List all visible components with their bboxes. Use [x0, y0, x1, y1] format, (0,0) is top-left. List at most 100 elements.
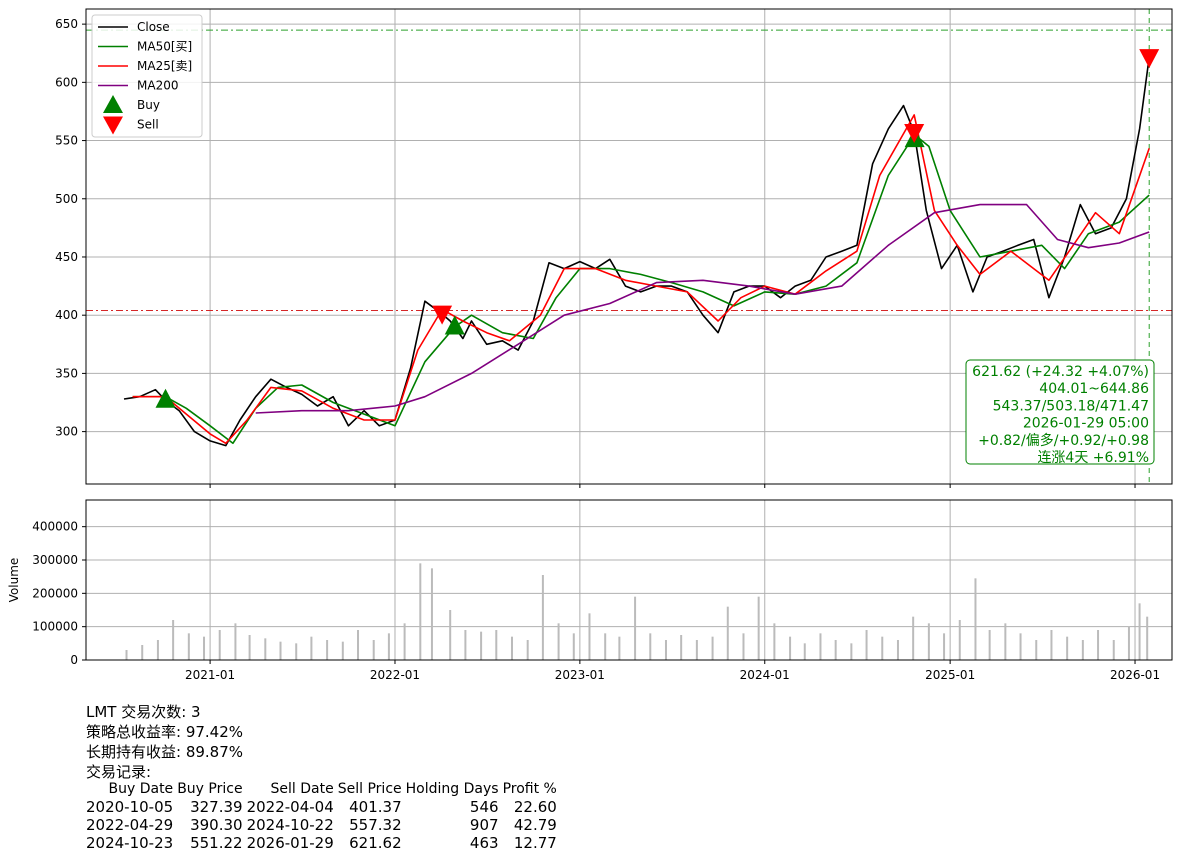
legend-label: MA25[卖] — [137, 59, 192, 73]
buy-marker — [155, 388, 176, 408]
x-tick-label: 2021-01 — [185, 668, 235, 682]
volume-bar — [742, 633, 745, 660]
volume-bar — [1138, 603, 1141, 660]
y-tick-label: 600 — [55, 75, 78, 89]
plot-frame — [85, 499, 1173, 661]
volume-bar — [1004, 623, 1007, 660]
table-header-cell: Sell Date — [270, 781, 334, 797]
table-row: 2022-04-29 390.30 2024-10-22 557.32 907 42.79 — [86, 816, 561, 834]
y-axis-label: Volume — [7, 558, 21, 603]
volume-bar — [1050, 630, 1053, 660]
info-line: +0.82/偏多/+0.92/+0.98 — [978, 432, 1149, 449]
y-tick-label: 500 — [55, 192, 78, 206]
volume-bar — [695, 640, 698, 660]
table-cell: 551.22 — [190, 834, 243, 852]
volume-bar — [572, 633, 575, 660]
volume-bar — [1019, 633, 1022, 660]
volume-bar — [495, 630, 498, 660]
y-tick-label: 400000 — [32, 520, 78, 534]
table-header-cell: Sell Price — [337, 781, 402, 797]
volume-bar — [896, 640, 899, 660]
table-cell: 546 — [469, 798, 499, 816]
volume-bar — [974, 578, 977, 660]
table-row: 2024-10-23 551.22 2026-01-29 621.62 463 12.77 — [86, 834, 561, 852]
series-line-1 — [132, 133, 1150, 445]
volume-bar — [187, 633, 190, 660]
y-tick-label: 650 — [55, 17, 78, 31]
legend-label: MA50[买] — [137, 40, 192, 54]
volume-bar — [988, 630, 991, 660]
y-tick-label: 0 — [70, 653, 78, 667]
volume-bar — [372, 640, 375, 660]
sell-marker — [432, 305, 453, 325]
y-tick-label: 400 — [55, 308, 78, 322]
hold-return: 长期持有收益: 89.87% — [86, 743, 244, 761]
volume-bar — [264, 638, 267, 660]
table-header-cell: Buy Price — [177, 781, 243, 797]
stock-chart: 300 350 400 450 500 550 600 650 Close MA50[买] MA25… — [7, 8, 1173, 682]
volume-bar — [510, 636, 513, 660]
legend-swatch — [103, 116, 123, 135]
info-line: 2026-01-29 05:00 — [1023, 416, 1149, 432]
volume-bar — [419, 563, 422, 660]
price-plot: 300 350 400 450 500 550 600 650 Close MA50[买] MA25… — [55, 8, 1173, 488]
volume-bar — [1035, 640, 1038, 660]
legend-box — [91, 14, 203, 138]
table-cell: 2026-01-29 — [246, 834, 334, 852]
volume-bar — [156, 640, 159, 660]
info-box — [965, 359, 1155, 465]
volume-bar — [172, 620, 175, 660]
volume-bar — [387, 633, 390, 660]
legend-label: MA200 — [137, 79, 178, 93]
x-tick-label: 2026-01 — [1110, 668, 1160, 682]
volume-bar — [1112, 640, 1115, 660]
volume-bar — [912, 616, 915, 660]
legend-swatch — [103, 95, 123, 113]
volume-bar — [357, 630, 360, 660]
x-tick-label: 2025-01 — [925, 668, 975, 682]
y-tick-label: 450 — [55, 250, 78, 264]
table-cell: 401.37 — [349, 798, 402, 816]
volume-bar — [449, 610, 452, 660]
volume-bar — [927, 623, 930, 660]
trade-summary: LMT 交易次数: 3 策略总收益率: 97.42% 长期持有收益: 89.87… — [86, 702, 561, 852]
volume-bar — [403, 623, 406, 660]
volume-bar — [958, 620, 961, 660]
legend-label: Sell — [137, 118, 159, 132]
info-line: 连涨4天 +6.91% — [1037, 450, 1149, 466]
volume-bar — [141, 645, 144, 660]
table-cell: 2020-10-05 — [86, 798, 174, 816]
y-tick-label: 550 — [55, 134, 78, 148]
volume-bar — [865, 630, 868, 660]
volume-bar — [819, 633, 822, 660]
trade-table-body: 2020-10-05 327.39 2022-04-04 401.37 546 22.60… — [86, 798, 561, 852]
volume-bar — [1097, 630, 1100, 660]
table-cell: 557.32 — [349, 816, 402, 834]
volume-bar — [711, 636, 714, 660]
table-header-cell: Holding Days — [405, 781, 499, 797]
y-tick-label: 200000 — [32, 586, 78, 600]
table-cell: 390.30 — [190, 816, 243, 834]
volume-bar — [326, 640, 329, 660]
plot-frame — [85, 8, 1173, 485]
volume-bar — [634, 596, 637, 660]
table-header-cell: Buy Date — [108, 781, 174, 797]
volume-bar — [1066, 636, 1069, 660]
volume-bar — [726, 606, 729, 660]
volume-bar — [834, 640, 837, 660]
buy-marker — [444, 315, 465, 335]
table-row: 2020-10-05 327.39 2022-04-04 401.37 546 22.60 — [86, 798, 561, 816]
table-cell: 621.62 — [349, 834, 402, 852]
volume-bar — [604, 633, 607, 660]
volume-bar — [664, 640, 667, 660]
y-tick-label: 300 — [55, 425, 78, 439]
legend-label: Close — [137, 20, 170, 34]
volume-bar — [649, 633, 652, 660]
x-tick-label: 2022-01 — [370, 668, 420, 682]
volume-bar — [1081, 640, 1084, 660]
volume-bar — [588, 613, 591, 660]
volume-bar — [125, 650, 128, 660]
volume-bar — [850, 643, 853, 660]
volume-bar — [943, 633, 946, 660]
x-tick-label: 2023-01 — [555, 668, 605, 682]
